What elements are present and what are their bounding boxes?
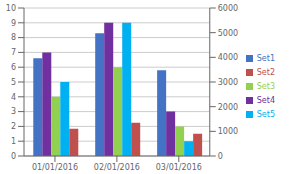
svg-text:0: 0	[218, 152, 223, 161]
svg-text:8: 8	[11, 33, 16, 42]
svg-text:7: 7	[11, 48, 16, 57]
html-text:Set5: Set5	[256, 110, 275, 119]
svg-text:5: 5	[11, 78, 16, 87]
svg-text:03/01/2016: 03/01/2016	[156, 163, 202, 172]
svg-text:0: 0	[11, 152, 16, 161]
svg-text:3000: 3000	[218, 78, 238, 87]
svg-text:5000: 5000	[218, 29, 238, 38]
svg-text:2000: 2000	[218, 103, 238, 112]
svg-text:4000: 4000	[218, 53, 238, 62]
svg-text:10: 10	[8, 4, 16, 13]
svg-text:01/01/2016: 01/01/2016	[32, 163, 78, 172]
svg-text:9: 9	[11, 19, 16, 28]
html-text:Set4: Set4	[256, 96, 275, 105]
svg-text:1000: 1000	[218, 127, 238, 136]
svg-text:3: 3	[11, 107, 16, 116]
html-text:Set2: Set2	[256, 68, 275, 77]
svg-text:4: 4	[11, 93, 16, 102]
html-text:Set3: Set3	[256, 82, 275, 91]
svg-text:02/01/2016: 02/01/2016	[94, 163, 140, 172]
html-text:Set1: Set1	[256, 54, 275, 63]
svg-text:6000: 6000	[218, 4, 238, 13]
svg-text:2: 2	[11, 122, 16, 131]
svg-text:6: 6	[11, 63, 16, 72]
svg-text:1: 1	[11, 137, 16, 146]
